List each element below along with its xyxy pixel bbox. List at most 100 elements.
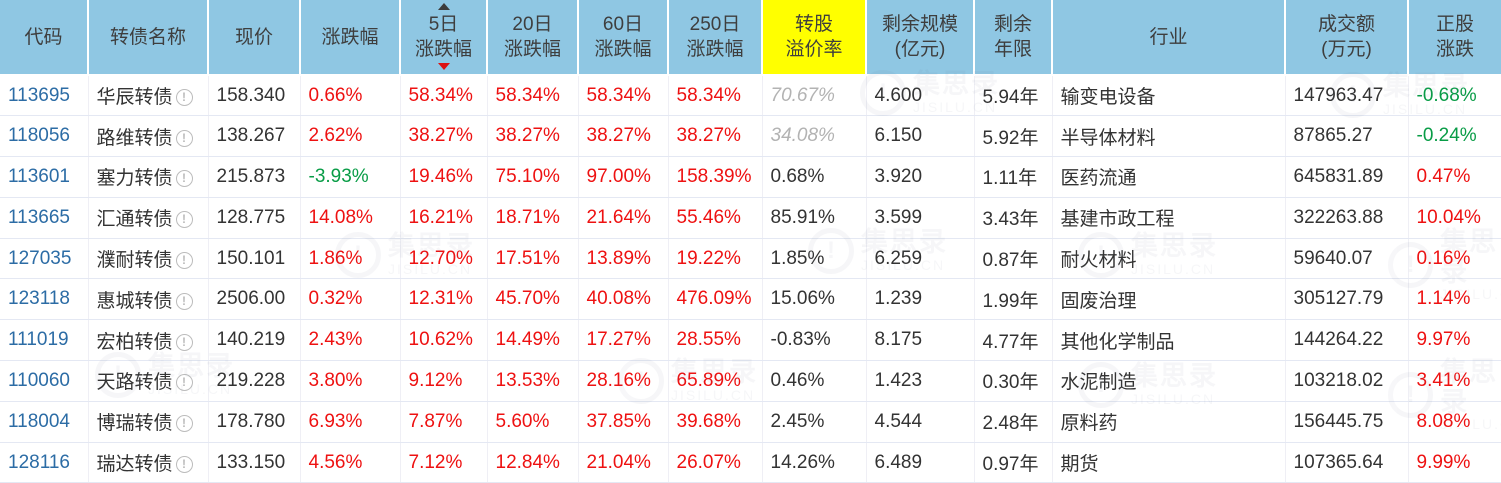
remaining-years-cell: 0.87年 <box>974 238 1053 280</box>
bond-code-link[interactable]: 113665 <box>0 197 89 239</box>
table-row: 118004 博瑞转债! 178.780 6.93% 7.87% 5.60% 3… <box>0 401 1501 443</box>
sort-desc-icon[interactable] <box>437 63 450 70</box>
price-cell: 178.780 <box>208 401 301 443</box>
change-5d-cell: 9.12% <box>400 360 488 402</box>
turnover-cell: 144264.22 <box>1285 319 1409 362</box>
header-industry[interactable]: 行业 <box>1052 0 1286 76</box>
bond-code-link[interactable]: 111019 <box>0 319 89 362</box>
remaining-size-cell: 6.259 <box>866 238 975 280</box>
header-bond-name-label: 转债名称 <box>109 26 186 48</box>
bond-name-cell[interactable]: 濮耐转债! <box>88 238 209 280</box>
warning-icon[interactable]: ! <box>175 292 193 310</box>
change-cell: 0.32% <box>300 278 401 321</box>
table-row: 110060 天路转债! 219.228 3.80% 9.12% 13.53% … <box>0 360 1501 402</box>
bond-code-link[interactable]: 110060 <box>0 360 89 402</box>
header-change-20d[interactable]: 20日 涨跌幅 <box>487 0 579 76</box>
warning-icon[interactable]: ! <box>175 252 193 270</box>
change-60d-cell: 21.04% <box>578 442 669 483</box>
header-industry-label: 行业 <box>1149 26 1188 48</box>
bond-name-cell[interactable]: 宏柏转债! <box>88 319 209 362</box>
bond-name-cell[interactable]: 惠城转债! <box>88 278 209 321</box>
header-change[interactable]: 涨跌幅 <box>300 0 401 76</box>
stock-change-cell: 10.04% <box>1408 197 1501 239</box>
change-250d-cell: 58.34% <box>668 75 763 117</box>
bond-code-link[interactable]: 113601 <box>0 156 89 198</box>
header-remaining-years[interactable]: 剩余 年限 <box>974 0 1053 76</box>
bond-code-link[interactable]: 113695 <box>0 75 89 117</box>
sort-asc-icon[interactable] <box>437 3 450 10</box>
warning-icon[interactable]: ! <box>175 89 193 107</box>
turnover-cell: 103218.02 <box>1285 360 1409 402</box>
bond-name[interactable]: 汇通转债 <box>96 209 173 231</box>
change-20d-cell: 58.34% <box>487 75 579 117</box>
header-change-label: 涨跌幅 <box>321 26 379 48</box>
bond-name-cell[interactable]: 汇通转债! <box>88 197 209 239</box>
warning-icon[interactable]: ! <box>175 129 193 147</box>
change-5d-cell: 7.87% <box>400 401 488 443</box>
change-60d-cell: 21.64% <box>578 197 669 239</box>
change-250d-cell: 158.39% <box>668 156 763 198</box>
conversion-premium-cell: -0.83% <box>762 319 867 362</box>
bond-name-cell[interactable]: 瑞达转债! <box>88 442 209 483</box>
header-price[interactable]: 现价 <box>208 0 301 76</box>
header-change-5d[interactable]: 5日 涨跌幅 <box>400 0 488 76</box>
bond-code-link[interactable]: 118056 <box>0 115 89 158</box>
bond-code-link[interactable]: 118004 <box>0 401 89 443</box>
bond-name[interactable]: 路维转债 <box>96 127 173 149</box>
stock-change-cell: 0.47% <box>1408 156 1501 198</box>
bond-code-link[interactable]: 128116 <box>0 442 89 483</box>
header-change-60d[interactable]: 60日 涨跌幅 <box>578 0 669 76</box>
bond-name[interactable]: 博瑞转债 <box>96 413 173 435</box>
remaining-years-cell: 2.48年 <box>974 401 1053 443</box>
price-cell: 2506.00 <box>208 278 301 321</box>
bond-name-cell[interactable]: 塞力转债! <box>88 156 209 198</box>
bond-name[interactable]: 惠城转债 <box>96 290 173 312</box>
change-20d-cell: 5.60% <box>487 401 579 443</box>
change-20d-cell: 38.27% <box>487 115 579 158</box>
bond-name[interactable]: 宏柏转债 <box>96 331 173 353</box>
conversion-premium-cell: 14.26% <box>762 442 867 483</box>
industry-cell: 其他化学制品 <box>1052 319 1286 362</box>
conversion-premium-cell: 2.45% <box>762 401 867 443</box>
warning-icon[interactable]: ! <box>175 374 193 392</box>
stock-change-cell: -0.24% <box>1408 115 1501 158</box>
remaining-size-cell: 3.920 <box>866 156 975 198</box>
header-bond-name[interactable]: 转债名称 <box>88 0 209 76</box>
conversion-premium-cell: 1.85% <box>762 238 867 280</box>
bond-name-cell[interactable]: 路维转债! <box>88 115 209 158</box>
change-cell: 14.08% <box>300 197 401 239</box>
warning-icon[interactable]: ! <box>175 170 193 188</box>
stock-change-cell: 1.14% <box>1408 278 1501 321</box>
bond-name[interactable]: 濮耐转债 <box>96 250 173 272</box>
industry-cell: 输变电设备 <box>1052 75 1286 117</box>
bond-code-link[interactable]: 127035 <box>0 238 89 280</box>
change-20d-cell: 17.51% <box>487 238 579 280</box>
conversion-premium-cell: 34.08% <box>762 115 867 158</box>
header-change-5d-label: 5日 涨跌幅 <box>414 14 472 60</box>
bond-code-link[interactable]: 123118 <box>0 278 89 321</box>
price-cell: 219.228 <box>208 360 301 402</box>
bond-name-cell[interactable]: 天路转债! <box>88 360 209 402</box>
header-code[interactable]: 代码 <box>0 0 89 76</box>
warning-icon[interactable]: ! <box>175 333 193 351</box>
bond-name-cell[interactable]: 博瑞转债! <box>88 401 209 443</box>
warning-icon[interactable]: ! <box>175 456 193 474</box>
bond-name[interactable]: 华辰转债 <box>96 87 173 109</box>
header-stock-change-label: 正股 涨跌 <box>1435 14 1474 60</box>
bond-name-cell[interactable]: 华辰转债! <box>88 75 209 117</box>
bond-name[interactable]: 瑞达转债 <box>96 454 173 476</box>
header-stock-change[interactable]: 正股 涨跌 <box>1408 0 1501 76</box>
header-turnover[interactable]: 成交额 (万元) <box>1285 0 1409 76</box>
warning-icon[interactable]: ! <box>175 211 193 229</box>
header-conversion-premium[interactable]: 转股 溢价率 <box>762 0 867 76</box>
change-60d-cell: 17.27% <box>578 319 669 362</box>
header-change-250d[interactable]: 250日 涨跌幅 <box>668 0 763 76</box>
industry-cell: 固废治理 <box>1052 278 1286 321</box>
remaining-years-cell: 3.43年 <box>974 197 1053 239</box>
price-cell: 215.873 <box>208 156 301 198</box>
warning-icon[interactable]: ! <box>175 415 193 433</box>
header-remaining-size[interactable]: 剩余规模 (亿元) <box>866 0 975 76</box>
conversion-premium-cell: 15.06% <box>762 278 867 321</box>
bond-name[interactable]: 天路转债 <box>96 372 173 394</box>
bond-name[interactable]: 塞力转债 <box>96 168 173 190</box>
